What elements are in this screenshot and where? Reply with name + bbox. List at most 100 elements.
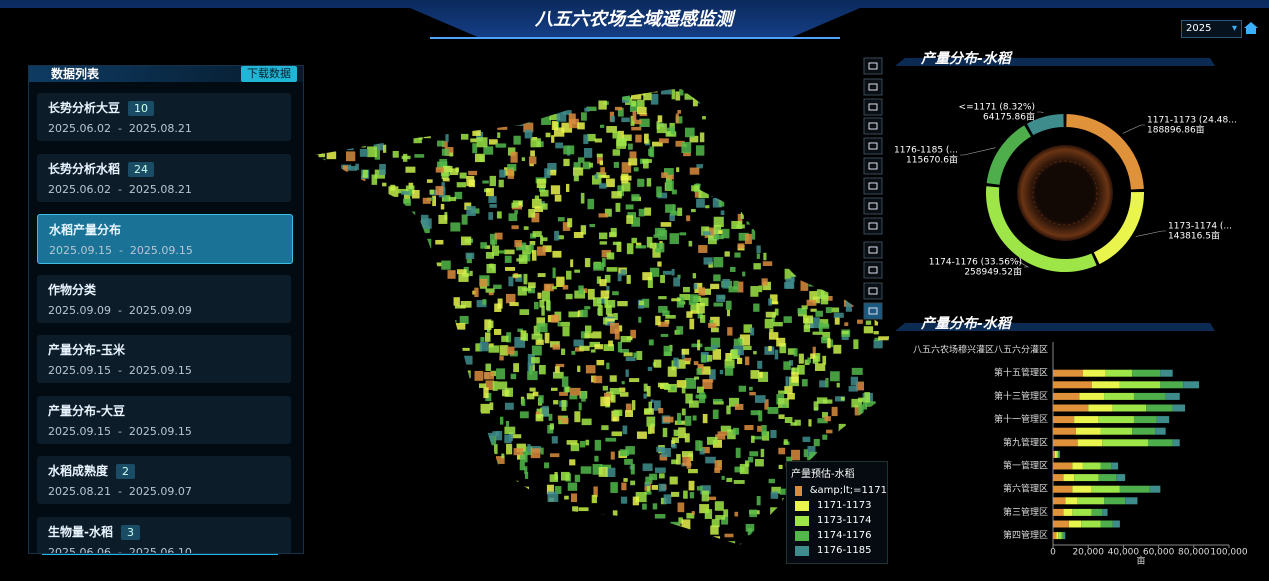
field (362, 169, 368, 178)
field (726, 541, 736, 545)
list-item[interactable]: 长势分析水稻 24 2025.06.02 - 2025.08.21 (37, 153, 291, 202)
field (778, 536, 784, 540)
field (475, 343, 482, 352)
field (505, 420, 510, 427)
field (494, 303, 502, 312)
list-item[interactable]: 水稻成熟度 2 2025.08.21 - 2025.09.07 (37, 456, 291, 504)
tool-button[interactable] (863, 78, 883, 96)
bar-segment (1072, 485, 1092, 493)
field (638, 300, 645, 306)
field (811, 156, 821, 162)
field (573, 339, 584, 347)
list-item[interactable]: 生物量-水稻 3 2025.06.06 - 2025.06.10 (37, 516, 291, 553)
field (421, 225, 430, 234)
field (599, 183, 607, 189)
list-item[interactable]: 水稻产量分布 2025.09.15 - 2025.09.15 (37, 214, 293, 264)
field (554, 194, 562, 202)
bar-segment (1102, 508, 1108, 516)
field (717, 111, 723, 123)
field (405, 211, 416, 217)
field (715, 434, 726, 440)
tool-button[interactable] (863, 241, 883, 259)
field (650, 93, 659, 105)
field (617, 301, 628, 307)
field (759, 113, 766, 119)
tool-button[interactable] (863, 157, 883, 175)
field (752, 142, 761, 151)
field (508, 481, 517, 486)
tool-button[interactable] (863, 261, 883, 279)
field (565, 183, 570, 193)
field (639, 528, 643, 532)
tool-button[interactable] (863, 57, 883, 75)
field (584, 325, 592, 333)
item-dates: 2025.06.02 - 2025.08.21 (48, 182, 192, 196)
field (630, 463, 635, 475)
field (596, 542, 608, 545)
field (329, 248, 337, 259)
field (660, 222, 672, 227)
field (594, 174, 598, 179)
field (315, 348, 320, 352)
tool-button[interactable] (863, 137, 883, 155)
list-item[interactable]: 作物分类 2025.09.09 - 2025.09.09 (37, 274, 291, 323)
item-dates: 2025.09.15 - 2025.09.15 (48, 424, 192, 438)
field (344, 308, 348, 317)
field (596, 514, 605, 519)
field (323, 145, 334, 150)
field (488, 196, 497, 204)
field (836, 265, 844, 277)
tool-button[interactable] (863, 197, 883, 215)
field (814, 155, 822, 163)
field (795, 144, 807, 152)
field (586, 106, 597, 112)
field (789, 360, 794, 366)
tool-button[interactable] (863, 217, 883, 235)
field (514, 336, 526, 348)
field (400, 191, 411, 195)
field (489, 204, 497, 208)
field (339, 312, 350, 323)
field (771, 114, 783, 124)
field (344, 261, 355, 272)
field (689, 167, 700, 175)
field (631, 400, 636, 411)
field (836, 382, 840, 388)
field (527, 444, 531, 453)
tool-button[interactable] (863, 177, 883, 195)
field (812, 236, 821, 243)
tool-button[interactable] (863, 282, 883, 300)
field (499, 345, 509, 356)
field (366, 211, 371, 217)
tool-button[interactable] (863, 302, 883, 320)
field (841, 334, 849, 341)
field (774, 308, 779, 316)
field (561, 122, 573, 133)
field (896, 529, 900, 536)
field (813, 173, 821, 185)
year-select[interactable]: 2025 ▾ (1181, 20, 1242, 38)
tool-button[interactable] (863, 117, 883, 135)
field (319, 514, 329, 520)
field (743, 345, 752, 351)
list-item[interactable]: 产量分布-玉米 2025.09.15 - 2025.09.15 (37, 335, 291, 383)
list-item[interactable]: 长势分析大豆 10 2025.06.02 - 2025.08.21 (37, 93, 291, 141)
field (851, 177, 857, 184)
field (631, 100, 636, 107)
home-icon[interactable] (1244, 22, 1258, 34)
field (367, 440, 373, 446)
field (554, 230, 560, 241)
field (567, 218, 573, 228)
field (894, 106, 900, 110)
field (667, 366, 677, 377)
download-button[interactable]: 下载数据 (241, 66, 297, 82)
field (382, 182, 387, 187)
field (801, 182, 806, 189)
field (334, 466, 341, 477)
list-item[interactable]: 产量分布-大豆 2025.09.15 - 2025.09.15 (37, 395, 291, 444)
field (397, 528, 404, 535)
field (386, 325, 392, 329)
bar-segment (1081, 520, 1101, 528)
field (367, 522, 373, 532)
tool-button[interactable] (863, 98, 883, 116)
